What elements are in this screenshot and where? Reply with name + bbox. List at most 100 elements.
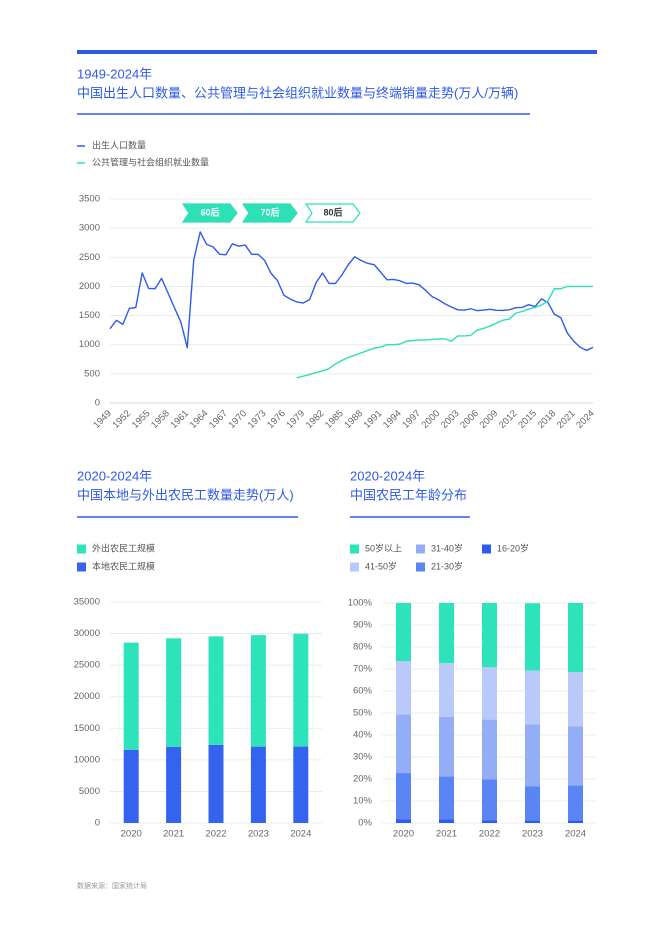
x-tick-label: 2021	[163, 829, 184, 840]
bar-segment	[439, 776, 454, 820]
y-tick-label: 5000	[79, 786, 100, 797]
bar-segment	[439, 716, 454, 777]
x-tick-label: 2015	[516, 408, 539, 431]
x-tick-label: 1994	[381, 408, 404, 431]
x-tick-label: 2012	[497, 408, 520, 431]
x-tick-label: 2024	[565, 829, 586, 840]
bar-segment	[396, 773, 411, 820]
y-tick-label: 90%	[353, 620, 373, 631]
bar-segment	[482, 820, 497, 823]
y-tick-label: 2000	[79, 281, 100, 292]
bar-segment	[123, 749, 139, 823]
y-tick-label: 30000	[74, 628, 100, 639]
bar-segment	[568, 785, 583, 821]
y-tick-label: 3000	[79, 223, 100, 234]
x-tick-label: 1973	[246, 408, 269, 431]
x-tick-label: 2006	[458, 408, 481, 431]
legend-label: 公共管理与社会组织就业数量	[92, 156, 209, 167]
x-tick-label: 1964	[188, 408, 211, 431]
y-tick-label: 35000	[74, 597, 100, 608]
y-tick-label: 70%	[353, 664, 373, 675]
legend-label: 31-40岁	[431, 542, 463, 553]
x-tick-label: 1955	[130, 408, 153, 431]
x-tick-label: 1985	[323, 408, 346, 431]
legend-swatch	[416, 544, 425, 554]
x-tick-label: 2000	[420, 408, 443, 431]
y-tick-label: 20000	[74, 691, 100, 702]
legend-label: 外出农民工规模	[92, 542, 155, 553]
top-bar	[77, 50, 597, 54]
x-tick-label: 2009	[478, 408, 501, 431]
x-tick-label: 1976	[265, 408, 288, 431]
chart-title: 2020-2024年	[350, 468, 425, 483]
era-badge-label: 70后	[260, 206, 279, 217]
x-tick-label: 1949	[91, 408, 114, 431]
bar-segment	[250, 746, 266, 823]
bar-segment	[250, 635, 266, 747]
bar-segment	[166, 746, 182, 823]
y-tick-label: 30%	[353, 752, 373, 763]
bar-segment	[439, 819, 454, 823]
x-tick-label: 1982	[304, 408, 327, 431]
legend-label: 本地农民工规模	[92, 560, 155, 571]
x-tick-label: 1997	[400, 408, 423, 431]
y-tick-label: 3500	[79, 194, 100, 205]
x-tick-label: 1958	[149, 408, 172, 431]
y-tick-label: 80%	[353, 642, 373, 653]
y-tick-label: 500	[84, 368, 100, 379]
x-tick-label: 2023	[248, 829, 269, 840]
bar-segment	[482, 603, 497, 668]
era-badge-label: 60后	[200, 206, 219, 217]
era-badge	[241, 203, 298, 223]
x-tick-label: 2020	[393, 829, 414, 840]
legend-label: 21-30岁	[431, 560, 463, 571]
x-tick-label: 2021	[555, 408, 578, 431]
y-tick-label: 40%	[353, 730, 373, 741]
x-tick-label: 2021	[436, 829, 457, 840]
x-tick-label: 2022	[205, 829, 226, 840]
source: 数据来源：国家统计局	[77, 881, 147, 890]
chart-subtitle: 中国农民工年龄分布	[350, 487, 467, 502]
bar-segment	[568, 820, 583, 823]
x-tick-label: 1952	[110, 408, 133, 431]
bar-segment	[482, 779, 497, 821]
bar-segment	[482, 719, 497, 780]
x-tick-label: 1979	[284, 408, 307, 431]
y-tick-label: 0	[95, 818, 100, 829]
bar-segment	[568, 603, 583, 673]
bar-segment	[568, 672, 583, 727]
legend-swatch	[482, 544, 491, 554]
x-tick-label: 1970	[226, 408, 249, 431]
bar-segment	[123, 642, 139, 750]
x-tick-label: 2018	[536, 408, 559, 431]
bar-segment	[208, 636, 224, 745]
chart-subtitle: 中国出生人口数量、公共管理与社会组织就业数量与终端销量走势(万人/万辆)	[77, 85, 518, 100]
era-badge	[181, 203, 238, 223]
y-tick-label: 1000	[79, 339, 100, 350]
x-tick-label: 2023	[522, 829, 543, 840]
y-tick-label: 10%	[353, 796, 373, 807]
bar-segment	[525, 603, 540, 671]
bar-segment	[166, 638, 182, 747]
y-tick-label: 20%	[353, 774, 373, 785]
bar-segment	[396, 661, 411, 715]
bar-segment	[208, 744, 224, 823]
y-tick-label: 10000	[74, 754, 100, 765]
legend-swatch	[416, 562, 425, 572]
bar-segment	[525, 724, 540, 787]
bar-segment	[396, 819, 411, 823]
y-tick-label: 15000	[74, 723, 100, 734]
x-tick-label: 2024	[574, 408, 597, 431]
legend-label: 41-50岁	[365, 560, 397, 571]
x-tick-label: 1988	[342, 408, 365, 431]
era-badge	[304, 203, 361, 223]
y-tick-label: 0	[95, 398, 100, 409]
bar-segment	[568, 726, 583, 786]
legend-swatch	[350, 544, 359, 554]
legend-label: 出生人口数量	[92, 139, 146, 150]
bar-segment	[439, 663, 454, 717]
x-tick-label: 2020	[121, 829, 142, 840]
x-tick-label: 1967	[207, 408, 230, 431]
bar-segment	[439, 603, 454, 664]
